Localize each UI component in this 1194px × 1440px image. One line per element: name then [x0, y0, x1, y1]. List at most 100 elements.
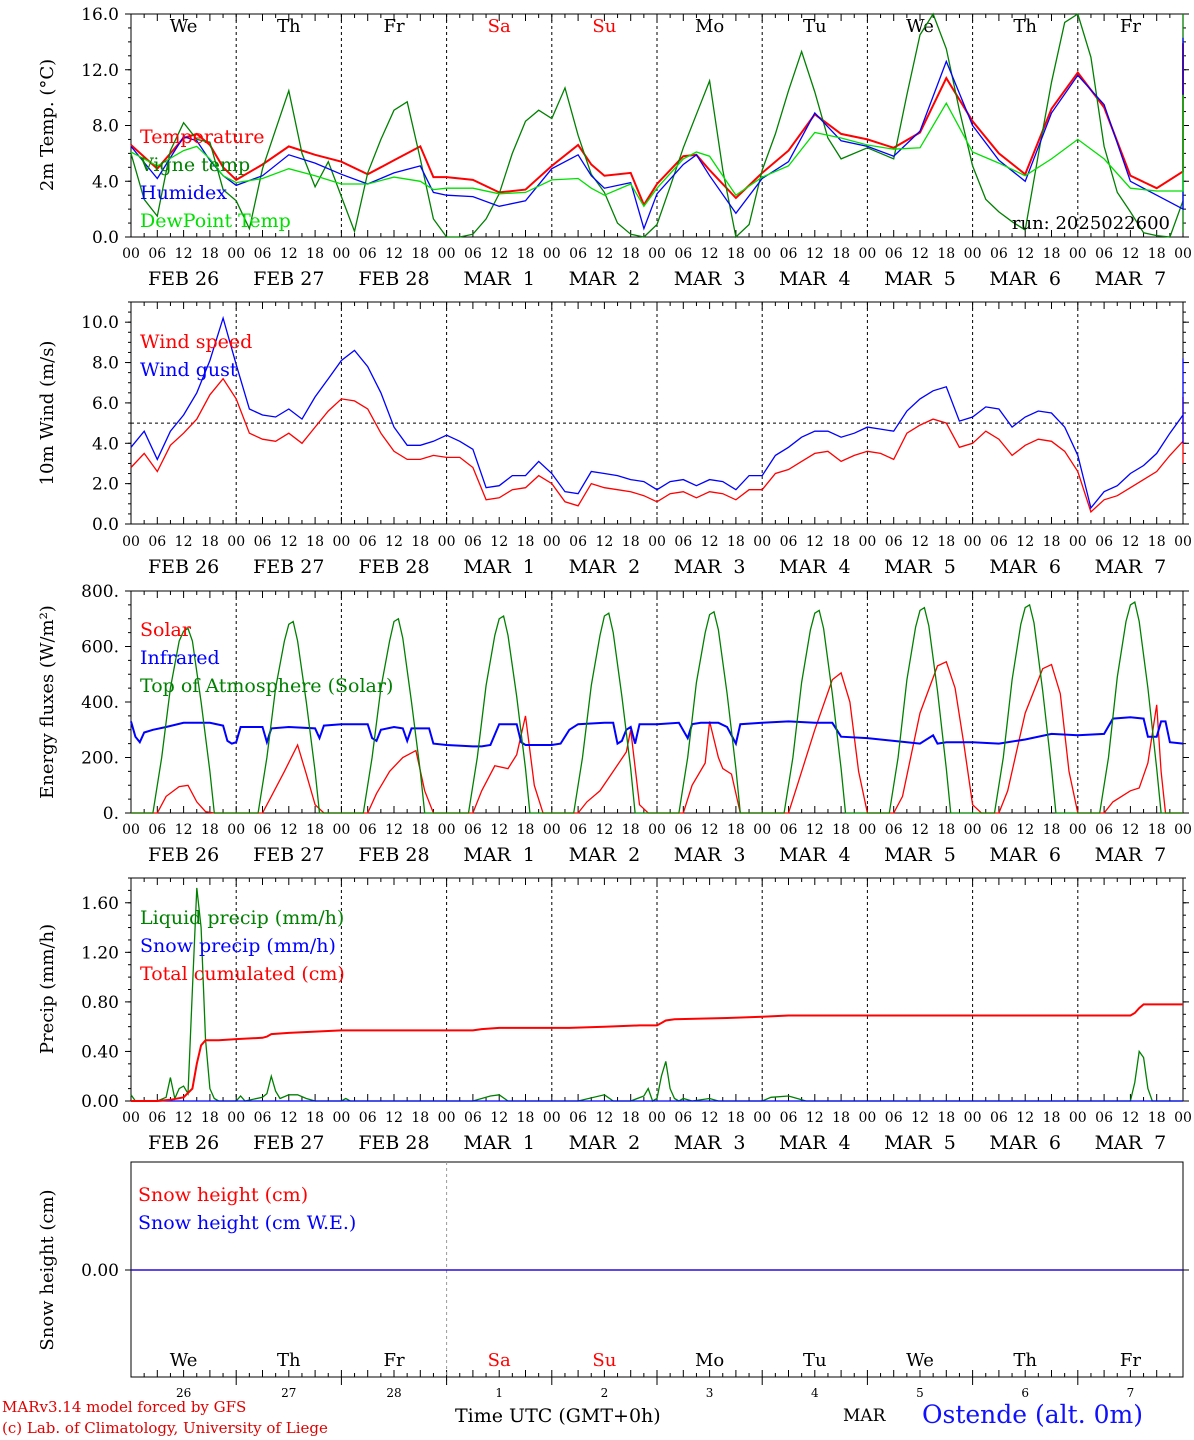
hour-tick-label: 00 — [438, 1110, 456, 1126]
hour-tick-label: 12 — [911, 534, 929, 550]
hour-tick-label: 00 — [332, 534, 350, 550]
date-label: MAR 3 — [674, 1132, 746, 1154]
hour-tick-label: 18 — [832, 822, 850, 838]
y-tick-label: 8.0 — [92, 117, 119, 137]
hour-tick-label: 06 — [674, 1110, 692, 1126]
hour-tick-label: 18 — [727, 822, 745, 838]
weekday-label: We — [170, 16, 198, 37]
hour-tick-label: 00 — [332, 246, 350, 262]
hour-tick-label: 18 — [201, 822, 219, 838]
date-label: MAR 7 — [1095, 1132, 1167, 1154]
weekday-label: Su — [592, 16, 616, 37]
panel-frame — [130, 13, 1184, 238]
hour-tick-label: 06 — [780, 1110, 798, 1126]
date-label: FEB 28 — [358, 556, 429, 578]
hour-tick-label: 06 — [569, 1110, 587, 1126]
date-label: FEB 28 — [358, 1132, 429, 1154]
hour-tick-label: 06 — [464, 822, 482, 838]
hour-tick-label: 00 — [964, 822, 982, 838]
bottom-day-number: 27 — [281, 1386, 296, 1400]
weekday-label: Th — [1013, 1350, 1037, 1371]
date-label: FEB 27 — [253, 1132, 324, 1154]
hour-tick-label: 18 — [306, 246, 324, 262]
hour-tick-label: 18 — [832, 534, 850, 550]
date-label: MAR 5 — [884, 556, 956, 578]
y-tick-label: 0.0 — [92, 515, 119, 535]
date-label: FEB 26 — [148, 268, 219, 290]
hour-tick-label: 06 — [254, 534, 272, 550]
hour-tick-label: 06 — [359, 1110, 377, 1126]
hour-tick-label: 00 — [1069, 822, 1087, 838]
date-label: FEB 27 — [253, 844, 324, 866]
date-label: MAR 7 — [1095, 844, 1167, 866]
hour-tick-label: 12 — [806, 822, 824, 838]
hour-tick-label: 12 — [175, 534, 193, 550]
legend-entry: Snow height (cm) — [138, 1184, 308, 1206]
hour-tick-label: 12 — [911, 1110, 929, 1126]
hour-tick-label: 00 — [1069, 246, 1087, 262]
hour-tick-label: 00 — [543, 534, 561, 550]
hour-tick-label: 12 — [175, 246, 193, 262]
hour-tick-label: 06 — [990, 1110, 1008, 1126]
date-label: MAR 2 — [569, 1132, 641, 1154]
hour-tick-label: 18 — [1043, 534, 1061, 550]
hour-tick-label: 18 — [411, 246, 429, 262]
date-label: MAR 4 — [779, 1132, 851, 1154]
hour-tick-label: 12 — [490, 1110, 508, 1126]
hour-tick-label: 18 — [622, 534, 640, 550]
hour-tick-label: 12 — [175, 822, 193, 838]
hour-tick-label: 06 — [464, 246, 482, 262]
y-tick-label: 12.0 — [81, 61, 119, 81]
y-tick-label: 10.0 — [81, 313, 119, 333]
hour-tick-label: 12 — [1121, 246, 1139, 262]
hour-tick-label: 12 — [911, 822, 929, 838]
y-tick-label: 0.00 — [81, 1092, 119, 1112]
hour-tick-label: 18 — [1148, 246, 1166, 262]
hour-tick-label: 18 — [517, 822, 535, 838]
y-axis-label: Energy fluxes (W/m²) — [37, 605, 58, 799]
date-label: MAR 4 — [779, 844, 851, 866]
hour-tick-label: 06 — [1095, 534, 1113, 550]
y-tick-label: 200. — [81, 749, 119, 769]
bottom-day-number: 3 — [706, 1386, 714, 1400]
y-tick-label: 600. — [81, 638, 119, 658]
hour-tick-label: 18 — [1148, 534, 1166, 550]
hour-tick-label: 06 — [885, 1110, 903, 1126]
hour-tick-label: 12 — [701, 1110, 719, 1126]
hour-tick-label: 00 — [227, 534, 245, 550]
y-axis-label: 10m Wind (m/s) — [37, 341, 58, 486]
hour-tick-label: 12 — [175, 1110, 193, 1126]
weekday-label: Su — [592, 1350, 616, 1371]
weekday-label: Mo — [695, 1350, 724, 1371]
hour-tick-label: 18 — [411, 822, 429, 838]
hour-tick-label: 06 — [990, 822, 1008, 838]
y-tick-label: 0.00 — [81, 1261, 119, 1281]
y-axis-label: Precip (mm/h) — [37, 924, 58, 1054]
hour-tick-label: 06 — [780, 822, 798, 838]
hour-tick-label: 18 — [622, 246, 640, 262]
hour-tick-label: 00 — [332, 1110, 350, 1126]
y-tick-label: 800. — [81, 582, 119, 602]
series-line-top-of-atmosphere-solar — [131, 601, 1183, 814]
panel-3: 0. 200. 400. 600. 800. Energy fluxes (W/m²) 00… — [37, 582, 1192, 866]
hour-tick-label: 06 — [464, 534, 482, 550]
series-line-humidex — [130, 37, 1184, 231]
hour-tick-label: 12 — [595, 822, 613, 838]
hour-tick-label: 12 — [280, 534, 298, 550]
hour-tick-label: 06 — [674, 246, 692, 262]
y-tick-label: 0.80 — [81, 993, 119, 1013]
date-label: MAR 3 — [674, 556, 746, 578]
hour-tick-label: 06 — [569, 822, 587, 838]
hour-tick-label: 18 — [832, 1110, 850, 1126]
y-tick-label: 0. — [103, 804, 119, 824]
date-label: FEB 26 — [148, 556, 219, 578]
hour-tick-label: 00 — [543, 1110, 561, 1126]
station-label: Ostende (alt. 0m) — [922, 1400, 1143, 1429]
date-label: MAR 1 — [463, 1132, 535, 1154]
hour-tick-label: 18 — [201, 1110, 219, 1126]
legend-entry: Top of Atmosphere (Solar) — [140, 675, 393, 697]
hour-tick-label: 18 — [1043, 822, 1061, 838]
hour-tick-label: 06 — [254, 822, 272, 838]
y-tick-label: 400. — [81, 693, 119, 713]
hour-tick-label: 18 — [411, 1110, 429, 1126]
